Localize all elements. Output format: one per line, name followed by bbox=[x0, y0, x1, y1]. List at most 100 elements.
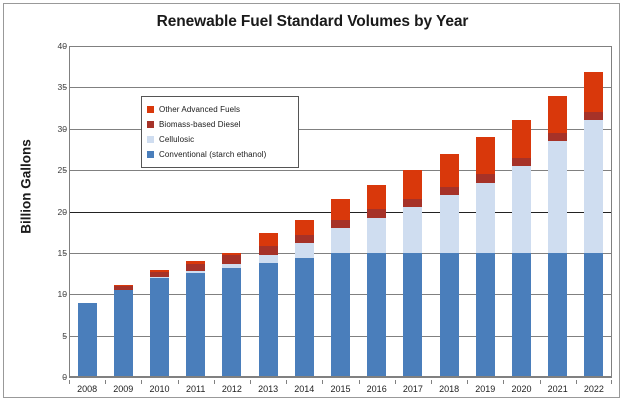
x-tick-mark bbox=[69, 380, 70, 384]
x-tick-label-2017: 2017 bbox=[402, 384, 423, 394]
bar-2009[interactable] bbox=[113, 46, 133, 377]
x-tick-label-2021: 2021 bbox=[547, 384, 568, 394]
bar-2015[interactable] bbox=[331, 46, 350, 377]
bar-segment[interactable] bbox=[584, 120, 604, 253]
bar-segment[interactable] bbox=[512, 120, 531, 158]
plot-area: Other Advanced Fuels Biomass-based Diesel… bbox=[69, 46, 612, 378]
bar-segment[interactable] bbox=[294, 257, 314, 377]
bar-2011[interactable] bbox=[186, 46, 206, 377]
bar-segment[interactable] bbox=[512, 157, 531, 166]
legend-swatch-icon bbox=[147, 106, 154, 113]
bar-segment[interactable] bbox=[150, 271, 169, 277]
y-tick-label-30: 30 bbox=[57, 124, 67, 134]
chart-legend: Other Advanced Fuels Biomass-based Diesel… bbox=[141, 96, 299, 168]
bar-segment[interactable] bbox=[367, 209, 387, 218]
bar-segment[interactable] bbox=[475, 137, 495, 175]
y-tick-label-10: 10 bbox=[57, 289, 67, 299]
bar-2020[interactable] bbox=[512, 46, 531, 377]
bar-segment[interactable] bbox=[258, 233, 278, 247]
bar-2018[interactable] bbox=[439, 46, 459, 377]
bar-segment[interactable] bbox=[331, 252, 350, 377]
gridline-0 bbox=[69, 377, 612, 378]
bar-segment[interactable] bbox=[331, 228, 350, 253]
y-tick-label-35: 35 bbox=[57, 82, 67, 92]
bar-segment[interactable] bbox=[403, 199, 423, 208]
bar-segment[interactable] bbox=[331, 199, 350, 220]
x-tick-mark bbox=[286, 380, 287, 384]
x-tick-label-2018: 2018 bbox=[439, 384, 460, 394]
x-tick-mark bbox=[611, 380, 612, 384]
bar-2008[interactable] bbox=[77, 46, 97, 377]
y-tick-label-0: 0 bbox=[29, 373, 67, 382]
bar-segment[interactable] bbox=[367, 217, 387, 253]
bar-segment[interactable] bbox=[331, 219, 350, 229]
bar-segment[interactable] bbox=[294, 219, 314, 236]
bar-segment[interactable] bbox=[186, 264, 206, 271]
bar-2019[interactable] bbox=[475, 46, 495, 377]
legend-item[interactable]: Conventional (starch ethanol) bbox=[147, 147, 292, 162]
y-tick-mark-40 bbox=[63, 46, 67, 47]
bar-segment[interactable] bbox=[222, 255, 242, 264]
bar-segment[interactable] bbox=[258, 262, 278, 377]
bar-2013[interactable] bbox=[258, 46, 278, 377]
bar-segment[interactable] bbox=[475, 252, 495, 377]
x-tick-mark bbox=[141, 380, 142, 384]
bar-segment[interactable] bbox=[294, 243, 314, 258]
bar-segment[interactable] bbox=[548, 95, 568, 133]
bar-segment[interactable] bbox=[548, 132, 568, 142]
bar-segment[interactable] bbox=[403, 170, 423, 200]
bar-segment[interactable] bbox=[439, 194, 459, 253]
bar-segment[interactable] bbox=[150, 269, 169, 272]
bar-segment[interactable] bbox=[258, 246, 278, 255]
bar-segment[interactable] bbox=[186, 272, 206, 377]
x-tick-mark bbox=[395, 380, 396, 384]
x-tick-label-2015: 2015 bbox=[330, 384, 351, 394]
legend-item[interactable]: Biomass-based Diesel bbox=[147, 117, 292, 132]
bar-segment[interactable] bbox=[294, 235, 314, 244]
bar-segment[interactable] bbox=[222, 267, 242, 377]
legend-item[interactable]: Cellulosic bbox=[147, 132, 292, 147]
bar-segment[interactable] bbox=[403, 252, 423, 377]
x-tick-label-2012: 2012 bbox=[221, 384, 242, 394]
bar-segment[interactable] bbox=[584, 112, 604, 121]
bar-segment[interactable] bbox=[512, 252, 531, 377]
bar-segment[interactable] bbox=[367, 252, 387, 377]
gridline-35 bbox=[69, 87, 612, 88]
bar-segment[interactable] bbox=[150, 276, 169, 278]
bar-2022[interactable] bbox=[584, 46, 604, 377]
bar-segment[interactable] bbox=[367, 184, 387, 210]
bar-segment[interactable] bbox=[439, 252, 459, 377]
bar-segment[interactable] bbox=[222, 263, 242, 268]
bar-segment[interactable] bbox=[113, 290, 133, 377]
bar-segment[interactable] bbox=[439, 153, 459, 187]
bar-segment[interactable] bbox=[186, 261, 206, 265]
bar-segment[interactable] bbox=[403, 207, 423, 253]
legend-item[interactable]: Other Advanced Fuels bbox=[147, 102, 292, 117]
bar-segment[interactable] bbox=[475, 174, 495, 183]
x-tick-label-2011: 2011 bbox=[186, 384, 206, 394]
bar-2012[interactable] bbox=[222, 46, 242, 377]
bar-segment[interactable] bbox=[548, 252, 568, 377]
bar-segment[interactable] bbox=[584, 252, 604, 377]
bar-2021[interactable] bbox=[548, 46, 568, 377]
y-tick-mark-25 bbox=[63, 170, 67, 171]
y-tick-mark-30 bbox=[63, 129, 67, 130]
bar-segment[interactable] bbox=[113, 286, 133, 291]
bar-segment[interactable] bbox=[512, 166, 531, 253]
bar-segment[interactable] bbox=[113, 285, 133, 286]
bar-segment[interactable] bbox=[77, 302, 97, 377]
bar-segment[interactable] bbox=[584, 71, 604, 113]
bar-2010[interactable] bbox=[150, 46, 169, 377]
bar-segment[interactable] bbox=[475, 182, 495, 253]
bar-segment[interactable] bbox=[186, 270, 206, 273]
bar-segment[interactable] bbox=[439, 186, 459, 195]
bar-segment[interactable] bbox=[150, 277, 169, 377]
bar-2016[interactable] bbox=[367, 46, 387, 377]
bar-2014[interactable] bbox=[294, 46, 314, 377]
bar-segment[interactable] bbox=[548, 141, 568, 253]
bar-2017[interactable] bbox=[403, 46, 423, 377]
bar-segment[interactable] bbox=[222, 252, 242, 256]
x-tick-label-2013: 2013 bbox=[258, 384, 279, 394]
bar-segment[interactable] bbox=[258, 254, 278, 263]
y-tick-mark-20 bbox=[63, 212, 67, 213]
